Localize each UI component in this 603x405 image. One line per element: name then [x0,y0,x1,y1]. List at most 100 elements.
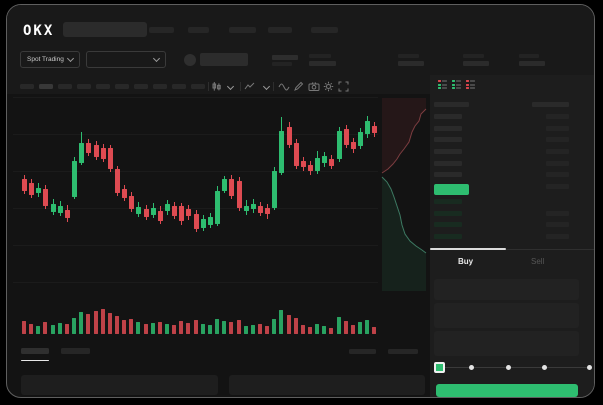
candle [329,159,335,166]
volume-bar [165,324,169,334]
volume-bar [350,325,355,334]
timeframe-button[interactable] [134,83,148,89]
buy-submit-button[interactable] [436,384,578,397]
candle [186,209,192,216]
volume-bar [172,325,177,334]
volume-bar [150,323,155,334]
slider-stop-dot[interactable] [542,364,547,370]
candle [29,183,35,195]
amount-field[interactable] [434,302,579,328]
timeframe-button[interactable] [96,83,110,89]
timeframe-button[interactable] [77,83,91,89]
volume-bar [22,321,26,334]
bottom-action[interactable] [388,348,418,354]
candle [143,209,149,217]
volume-bar [50,325,55,334]
volume-bar [265,326,270,334]
nav-item[interactable] [311,26,338,33]
last-price-highlight [434,183,469,195]
candle [172,206,178,216]
candle [243,206,249,211]
candle [315,158,321,171]
timeframe-button[interactable] [20,83,34,89]
stat-label-placeholder [463,53,484,58]
stat-label-placeholder [398,53,419,58]
orderbook-header-price [434,102,469,107]
slider-stop-dot[interactable] [469,364,474,370]
search-input[interactable] [63,22,147,37]
bid-price-bar [434,210,462,216]
volume-bar [64,324,69,334]
line-draw-icon[interactable] [277,81,290,92]
nav-item[interactable] [229,26,256,33]
volume-bar [186,323,191,334]
ask-amount-bar [546,149,569,154]
nav-item[interactable] [188,26,209,33]
bottom-action[interactable] [349,348,376,354]
volume-bar [43,322,48,334]
fullscreen-icon[interactable] [337,81,350,92]
volume-bar [107,313,112,334]
candle [265,208,271,214]
bottom-tab[interactable] [61,348,90,354]
tab-buy[interactable]: Buy [458,257,474,266]
market-type-dropdown[interactable]: Spot Trading [20,51,80,68]
ask-amount-bar [546,114,569,119]
tab-sell[interactable]: Sell [531,257,545,266]
camera-icon[interactable] [307,81,320,92]
book-bids-icon[interactable] [452,79,463,90]
candle [150,208,156,215]
bottom-panel[interactable] [21,374,218,395]
book-combined-icon[interactable] [438,79,449,90]
slider-stop-dot[interactable] [587,364,592,370]
pencil-icon[interactable] [292,81,305,92]
amount-slider-handle[interactable] [434,361,445,373]
volume-bar [272,319,277,334]
stat-value-placeholder [519,61,545,66]
timeframe-button[interactable] [172,83,186,89]
bid-amount-bar [546,222,569,228]
price-placeholder-bar [272,55,298,60]
volume-bar [308,327,312,334]
price-field[interactable] [434,278,579,300]
nav-item[interactable] [149,26,174,33]
volume-bar [315,324,320,334]
pair-name-placeholder[interactable] [200,53,248,66]
bid-price-bar [434,222,462,228]
indicators-icon[interactable] [243,81,256,92]
slider-stop-dot[interactable] [506,364,511,370]
gear-icon[interactable] [322,81,335,92]
volume-bar [129,319,134,334]
timeframe-button[interactable] [115,83,129,89]
timeframe-button[interactable] [153,83,167,89]
volume-bar [293,318,298,334]
candle [207,217,213,225]
timeframe-button[interactable] [39,83,53,89]
nav-item[interactable] [268,26,292,33]
volume-bar [86,314,91,334]
timeframe-button[interactable] [191,83,205,89]
volume-bar [122,320,127,334]
book-asks-icon[interactable] [466,79,477,90]
candle [50,204,56,212]
ask-price-bar [434,125,462,131]
stat-value-placeholder [309,61,336,66]
ask-price-bar [434,172,462,178]
candle-type-icon[interactable] [210,81,223,92]
timeframe-button[interactable] [58,83,72,89]
candle [129,196,135,209]
amount-slider-track[interactable] [438,366,588,368]
candle [79,143,85,163]
candle [229,179,235,196]
volume-bar [372,327,377,334]
pair-filter-dropdown[interactable] [86,51,166,68]
bottom-tab[interactable] [21,348,49,354]
bottom-panel[interactable] [229,374,425,395]
ask-price-bar [434,114,462,119]
volume-bar [222,321,227,334]
volume-bar [336,317,341,334]
total-field[interactable] [434,330,579,356]
volume-bar [250,325,255,334]
coin-icon [184,54,196,66]
